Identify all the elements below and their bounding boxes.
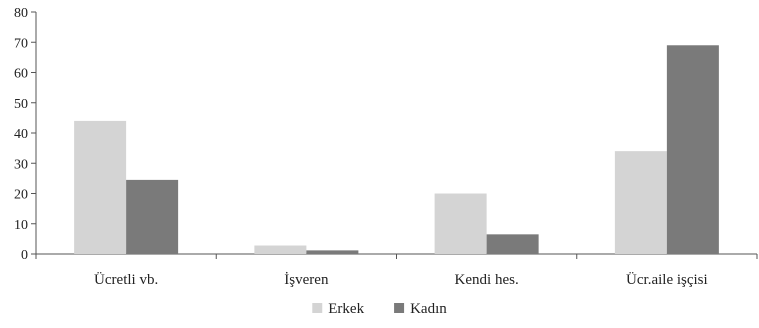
bar-kadın <box>126 179 179 254</box>
legend-swatch <box>312 303 323 313</box>
bar-kadın <box>486 234 539 254</box>
x-category-label: Kendi hes. <box>455 272 519 288</box>
bar-erkek <box>74 120 127 255</box>
y-tick-label: 40 <box>14 127 28 142</box>
bar-kadın <box>306 250 359 254</box>
legend-label: Kadın <box>410 301 447 317</box>
y-tick-label: 60 <box>14 67 28 82</box>
bar-erkek <box>254 245 307 254</box>
x-category-label: Ücr.aile işçisi <box>626 271 708 288</box>
legend-label: Erkek <box>328 301 364 317</box>
x-category-label: Ücretli vb. <box>94 271 158 288</box>
bar-kadın <box>666 45 719 255</box>
bar-erkek <box>614 151 667 254</box>
y-tick-label: 70 <box>14 36 28 51</box>
y-tick-label: 30 <box>14 157 28 172</box>
bar-erkek <box>434 193 487 254</box>
y-tick-label: 50 <box>14 97 28 112</box>
legend-item-erkek: Erkek <box>312 301 365 317</box>
y-tick-label: 10 <box>14 218 28 233</box>
legend: Erkek Kadın <box>312 301 447 317</box>
y-axis: 0 10 20 30 40 50 60 70 80 <box>14 6 37 263</box>
bars <box>74 45 719 255</box>
y-tick-label: 80 <box>14 6 28 21</box>
legend-item-kadın: Kadın <box>394 301 447 317</box>
y-tick-label: 20 <box>14 188 28 203</box>
y-tick-label: 0 <box>21 248 28 263</box>
x-axis: Ücretli vb. İşveren Kendi hes. Ücr.aile işç… <box>35 253 758 288</box>
x-category-label: İşveren <box>284 272 329 288</box>
legend-swatch <box>394 303 405 313</box>
